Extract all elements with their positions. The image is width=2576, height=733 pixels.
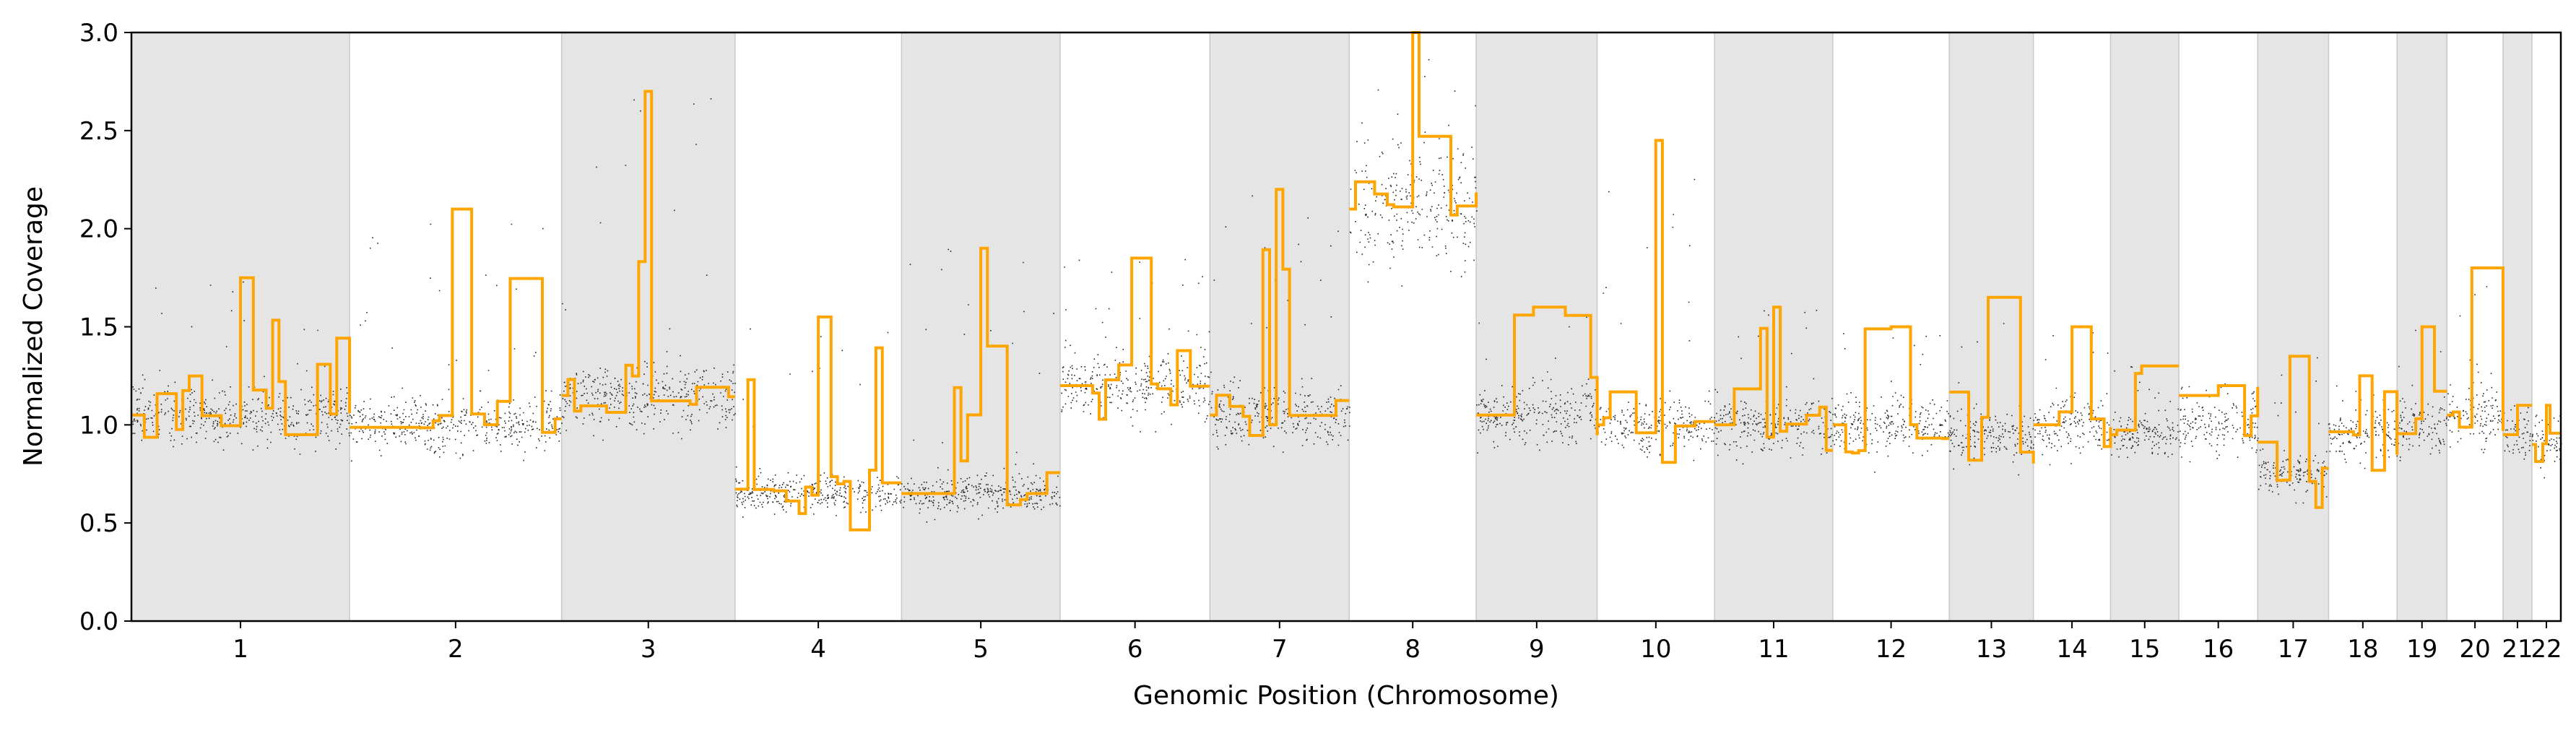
coverage-points-chr16 xyxy=(2179,383,2259,463)
x-tick-label: 9 xyxy=(1529,635,1545,664)
x-tick-label: 4 xyxy=(810,635,826,664)
x-axis-title: Genomic Position (Chromosome) xyxy=(1133,681,1559,711)
segment-line-chr10 xyxy=(1597,139,1717,464)
x-tick-label: 1 xyxy=(233,635,248,664)
coverage-points-chr4 xyxy=(735,328,903,518)
segment-line-chr2 xyxy=(350,207,562,434)
segment-line-chr9 xyxy=(1476,305,1599,435)
x-tick-label: 10 xyxy=(1640,635,1671,664)
coverage-points-chr2 xyxy=(350,223,563,462)
x-tick-label: 16 xyxy=(2203,635,2234,664)
y-tick-label: 1.0 xyxy=(79,411,118,440)
segment-line-chr21 xyxy=(2502,404,2532,436)
segment-line-chr4 xyxy=(734,315,902,532)
coverage-points-chr15 xyxy=(2110,366,2180,459)
y-tick-label: 3.0 xyxy=(79,19,118,48)
chromosome-band-7 xyxy=(1209,32,1350,622)
segment-line-chr3 xyxy=(561,90,735,414)
y-axis: 0.0 0.5 1.0 1.5 2.0 2.5 3.0 xyxy=(79,19,131,636)
segment-line-chr19 xyxy=(2397,325,2447,435)
x-tick-label: 2 xyxy=(448,635,464,664)
x-tick-label: 6 xyxy=(1127,635,1143,664)
x-tick-label: 3 xyxy=(641,635,656,664)
chromosome-band-17 xyxy=(2257,32,2330,622)
segment-line-chr5 xyxy=(901,246,1060,507)
y-tick-label: 1.5 xyxy=(79,313,118,342)
coverage-points-chr5 xyxy=(901,248,1061,523)
coverage-points-chr18 xyxy=(2328,385,2398,469)
segment-line-chr17 xyxy=(2258,355,2329,509)
segment-line-chr6 xyxy=(1059,256,1210,421)
coverage-points-chr22 xyxy=(2532,415,2562,479)
x-tick-label: 17 xyxy=(2278,635,2309,664)
segment-line-chr7 xyxy=(1210,188,1350,437)
chromosome-band-15 xyxy=(2109,32,2180,622)
segment-line-chr22 xyxy=(2532,404,2561,463)
x-tick-label: 20 xyxy=(2459,635,2490,664)
x-tick-label: 15 xyxy=(2129,635,2160,664)
coverage-points-chr20 xyxy=(2447,286,2504,454)
segment-line-chr12 xyxy=(1832,325,1950,455)
x-tick-label: 22 xyxy=(2531,635,2562,664)
segment-line-chr1 xyxy=(131,276,352,439)
x-tick-label: 5 xyxy=(973,635,989,664)
segment-lines xyxy=(131,31,2561,532)
coverage-points-chr6 xyxy=(1061,259,1211,433)
x-tick-label: 13 xyxy=(1976,635,2007,664)
chromosome-band-3 xyxy=(560,32,736,622)
x-tick-label: 8 xyxy=(1405,635,1421,664)
x-tick-label: 18 xyxy=(2347,635,2378,664)
chromosome-band-9 xyxy=(1475,32,1598,622)
x-tick-label: 21 xyxy=(2502,635,2533,664)
chromosome-shading xyxy=(131,32,2533,622)
x-tick-label: 12 xyxy=(1875,635,1907,664)
y-tick-label: 2.0 xyxy=(79,215,118,244)
y-tick-label: 2.5 xyxy=(79,117,118,146)
segment-line-chr15 xyxy=(2110,364,2180,436)
y-tick-label: 0.5 xyxy=(79,509,118,538)
x-tick-label: 14 xyxy=(2056,635,2087,664)
segment-line-chr13 xyxy=(1949,295,2035,464)
segment-line-chr18 xyxy=(2328,374,2399,472)
segment-line-chr20 xyxy=(2447,266,2505,431)
y-axis-title: Normalized Coverage xyxy=(19,186,48,467)
segment-line-chr8 xyxy=(1349,31,1478,217)
x-tick-label: 7 xyxy=(1272,635,1288,664)
chromosome-band-21 xyxy=(2502,32,2533,622)
segment-line-chr16 xyxy=(2179,384,2260,438)
coverage-points-chr19 xyxy=(2398,329,2447,461)
segment-line-chr11 xyxy=(1714,305,1833,452)
x-tick-label: 11 xyxy=(1758,635,1789,664)
x-tick-label: 19 xyxy=(2406,635,2437,664)
segment-line-chr14 xyxy=(2033,325,2112,448)
y-tick-label: 0.0 xyxy=(79,607,118,636)
